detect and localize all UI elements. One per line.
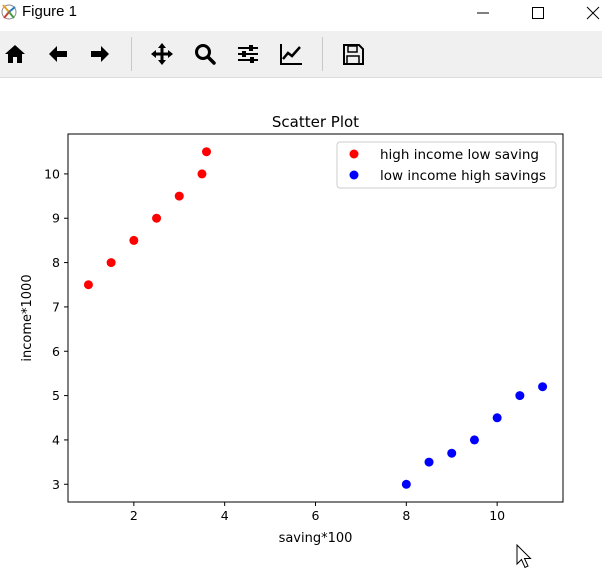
y-tick-label: 3 [52,477,60,492]
close-button[interactable] [570,0,602,26]
edit-axis-button[interactable] [277,40,305,68]
close-icon [586,6,600,20]
chart-title: Scatter Plot [272,113,359,131]
axes-frame [67,133,564,503]
matplotlib-app-icon [1,4,17,20]
zoom-button[interactable] [191,40,219,68]
data-point-series-1 [469,435,479,445]
data-point-series-0 [129,235,139,245]
x-tick-label: 2 [130,508,138,523]
data-point-series-1 [515,391,525,401]
window-title: Figure 1 [22,3,78,20]
data-point-series-1 [401,479,411,489]
floppy-disk-icon [343,44,364,65]
toolbar-separator [131,37,132,71]
home-icon [5,45,25,63]
y-tick-label: 6 [52,344,60,359]
arrow-left-icon [49,46,67,62]
data-point-series-0 [106,258,116,268]
forward-button[interactable] [86,40,114,68]
minimize-icon [477,12,489,14]
home-button[interactable] [1,40,29,68]
x-tick-label: 10 [489,508,505,523]
x-axis-label: saving*100 [279,531,353,546]
data-point-series-1 [538,382,548,392]
x-tick-label: 8 [402,508,410,523]
mouse-cursor-icon [516,544,532,569]
magnifier-icon [195,44,216,65]
legend-box [336,141,557,189]
figure-canvas[interactable]: 2 4 6 8 10 3 4 5 6 7 8 9 10 Scatter Plot saving*100 … [0,78,602,569]
save-button[interactable] [339,40,367,68]
legend: high income low saving low income high s… [336,141,557,189]
data-point-series-0 [83,280,93,290]
y-tick-label: 5 [52,388,60,403]
legend-marker-low-income-high-savings [349,170,359,180]
y-tick-label: 10 [44,166,60,181]
y-tick-label: 8 [52,255,60,270]
maximize-button[interactable] [515,0,561,26]
data-point-series-1 [447,448,457,458]
data-point-series-0 [202,147,212,157]
data-point-series-0 [197,169,207,179]
line-chart-icon [280,44,302,65]
data-point-series-0 [152,213,162,223]
sliders-icon [238,45,258,63]
data-point-series-0 [174,191,184,201]
maximize-icon [532,7,544,19]
pan-button[interactable] [148,40,176,68]
move-arrows-icon [151,43,173,65]
configure-subplots-button[interactable] [234,40,262,68]
navigation-toolbar [0,31,602,78]
legend-label-high-income-low-saving: high income low saving [380,147,539,163]
y-tick-label: 9 [52,211,60,226]
back-button[interactable] [44,40,72,68]
toolbar-separator [322,37,323,71]
y-axis-label: income*1000 [20,274,35,361]
x-tick-label: 6 [312,508,320,523]
data-point-series-1 [492,413,502,423]
legend-marker-high-income-low-saving [349,149,359,159]
y-tick-label: 4 [52,432,60,447]
minimize-button[interactable] [460,0,506,26]
y-tick-label: 7 [52,299,60,314]
arrow-right-icon [91,46,109,62]
x-tick-label: 4 [221,508,229,523]
window-titlebar: Figure 1 [0,0,602,26]
legend-label-low-income-high-savings: low income high savings [380,168,546,184]
data-point-series-1 [424,457,434,467]
